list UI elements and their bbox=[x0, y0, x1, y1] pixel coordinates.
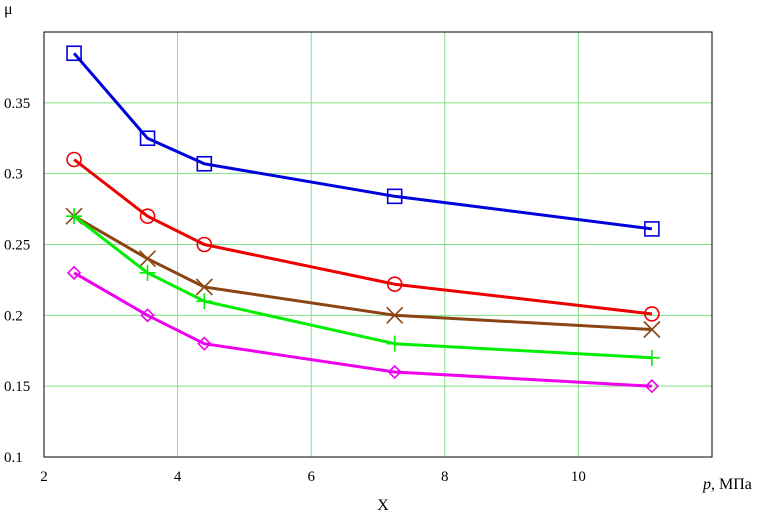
data-point-x bbox=[138, 250, 157, 268]
y-tick-label: 0.1 bbox=[4, 450, 23, 466]
x-tick-label: 4 bbox=[174, 469, 182, 485]
data-point-diamond bbox=[387, 364, 402, 380]
data-point-diamond bbox=[140, 308, 155, 323]
data-point-circle bbox=[66, 151, 82, 168]
series-line bbox=[73, 214, 652, 331]
series-0-square bbox=[66, 45, 660, 237]
data-point-square bbox=[196, 155, 213, 172]
data-point-diamond bbox=[644, 379, 660, 394]
series-group bbox=[65, 45, 661, 394]
data-point-circle bbox=[386, 276, 403, 292]
series-line bbox=[73, 158, 653, 316]
y-tick-label: 0.25 bbox=[4, 238, 30, 254]
data-point-plus bbox=[196, 293, 213, 310]
data-point-x bbox=[386, 306, 404, 324]
y-tick-label: 0.2 bbox=[4, 308, 23, 324]
data-point-circle bbox=[644, 306, 660, 322]
data-point-circle bbox=[139, 208, 156, 224]
x-tick-label: 10 bbox=[571, 469, 586, 485]
y-tick-label: 0.3 bbox=[4, 167, 23, 183]
data-point-diamond bbox=[66, 265, 82, 280]
data-point-square bbox=[66, 45, 82, 62]
series-4-diamond bbox=[66, 265, 660, 394]
series-line bbox=[72, 52, 653, 231]
series-3-plus bbox=[66, 208, 660, 366]
grid bbox=[44, 32, 712, 457]
data-point-x bbox=[195, 278, 213, 296]
tick-labels: 2 4 6 8 10 0.1 0.15 0.2 0.25 0.3 0.35 bbox=[4, 96, 586, 485]
data-point-square bbox=[644, 221, 660, 237]
y-tick-label: 0.15 bbox=[4, 379, 30, 395]
y-tick-label: 0.35 bbox=[4, 96, 30, 112]
x-tick-label: 2 bbox=[40, 469, 48, 485]
data-point-plus bbox=[643, 349, 660, 366]
x-unit-variable: p bbox=[702, 476, 711, 493]
x-axis-label: X bbox=[377, 497, 389, 514]
x-axis-unit-label: p, МПа bbox=[702, 476, 752, 493]
data-point-plus bbox=[386, 335, 403, 352]
series-line bbox=[73, 271, 652, 388]
series-2-x bbox=[65, 207, 661, 339]
x-tick-label: 6 bbox=[307, 469, 315, 485]
x-tick-label: 8 bbox=[441, 469, 449, 485]
data-point-diamond bbox=[197, 336, 212, 351]
data-point-square bbox=[139, 130, 156, 147]
x-unit-text: , МПа bbox=[711, 476, 752, 493]
data-point-x bbox=[643, 320, 661, 339]
data-point-plus bbox=[139, 264, 156, 281]
series-line bbox=[73, 215, 652, 360]
plot-frame bbox=[43, 31, 713, 458]
data-point-square bbox=[386, 188, 403, 205]
data-point-circle bbox=[196, 236, 213, 253]
series-1-circle bbox=[66, 151, 660, 322]
data-point-plus bbox=[66, 208, 83, 225]
y-axis-label: μ bbox=[4, 1, 13, 18]
